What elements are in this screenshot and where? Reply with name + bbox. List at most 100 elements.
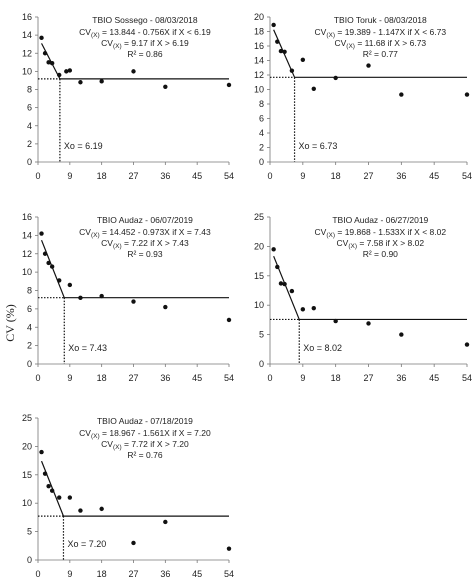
x-tick-label: 9: [67, 373, 72, 383]
data-point: [366, 321, 371, 326]
y-tick-label: 0: [27, 157, 32, 167]
data-point: [46, 260, 51, 266]
x-tick-label: 0: [35, 569, 40, 579]
x-tick-label: 0: [267, 171, 272, 181]
x-tick-label: 45: [429, 171, 439, 181]
y-tick-label: 4: [27, 121, 32, 131]
y-tick-label: 0: [27, 359, 32, 369]
x-tick-label: 27: [363, 373, 373, 383]
y-tick-label: 2: [259, 143, 264, 153]
data-point: [464, 92, 470, 97]
data-point: [78, 80, 83, 85]
data-point: [366, 63, 371, 68]
x-tick-label: 9: [67, 569, 72, 579]
r-squared-label: R² = 0.93: [127, 249, 162, 259]
x-tick-label: 54: [462, 373, 472, 383]
x-tick-label: 0: [35, 373, 40, 383]
data-point: [282, 49, 287, 54]
y-tick-label: 5: [27, 527, 32, 537]
x-tick-label: 45: [192, 171, 202, 181]
data-point: [399, 92, 404, 97]
data-point: [46, 483, 51, 489]
data-point: [163, 519, 168, 525]
data-point: [78, 508, 83, 513]
data-point: [39, 449, 44, 455]
data-point: [99, 293, 104, 299]
data-point: [39, 35, 44, 41]
data-point: [49, 61, 55, 66]
data-point: [300, 307, 306, 312]
y-tick-label: 10: [22, 267, 32, 277]
x-tick-label: 45: [192, 373, 202, 383]
data-point: [275, 264, 280, 270]
x-tick-label: 9: [67, 171, 72, 181]
data-point: [226, 546, 232, 551]
x-tick-label: 36: [396, 171, 406, 181]
y-tick-label: 25: [22, 413, 32, 423]
y-tick-label: 25: [254, 212, 264, 222]
data-point: [399, 332, 404, 337]
y-tick-label: 10: [22, 498, 32, 508]
data-point: [99, 79, 104, 84]
y-tick-label: 20: [254, 241, 264, 251]
equation-line-2: CV(X) = 7.72 if X > 7.20: [101, 439, 189, 451]
data-point: [275, 39, 280, 44]
data-point: [271, 22, 276, 28]
data-point: [78, 295, 83, 301]
y-tick-label: 8: [259, 99, 264, 109]
x-tick-label: 27: [128, 569, 138, 579]
chart-title: TBIO Audaz - 06/07/2019: [97, 215, 193, 225]
x-tick-label: 54: [224, 569, 234, 579]
y-tick-label: 15: [22, 470, 32, 480]
equation-line-1: CV(X) = 19.868 - 1.533X if X < 8.02: [315, 227, 447, 239]
chart-panel-5: 0 5 10 15 20 25 0 9 18 27 36 45 54 TBIO Audaz - 07/18…: [22, 413, 234, 579]
y-tick-label: 2: [27, 139, 32, 149]
y-tick-label: 15: [254, 271, 264, 281]
y-tick-label: 8: [27, 286, 32, 296]
y-tick-label: 14: [22, 230, 32, 240]
y-tick-label: 4: [27, 322, 32, 332]
data-point: [131, 540, 136, 546]
data-point: [67, 495, 73, 500]
data-point: [271, 247, 276, 252]
y-tick-label: 10: [254, 300, 264, 310]
y-tick-label: 16: [22, 12, 32, 22]
y-axis-label: CV (%): [3, 304, 17, 341]
y-tick-label: 18: [254, 27, 264, 37]
xo-label: Xo = 6.19: [64, 141, 103, 151]
y-tick-label: 6: [27, 304, 32, 314]
data-point: [163, 304, 168, 310]
x-tick-label: 36: [396, 373, 406, 383]
y-tick-label: 6: [259, 114, 264, 124]
regression-slope-line: [40, 239, 65, 298]
y-tick-label: 8: [27, 85, 32, 95]
equation-line-1: CV(X) = 13.844 - 0.756X if X < 6.19: [79, 27, 211, 39]
x-tick-label: 45: [429, 373, 439, 383]
x-tick-label: 9: [300, 373, 305, 383]
data-point: [99, 506, 104, 512]
data-point: [333, 75, 338, 81]
y-tick-label: 0: [259, 359, 264, 369]
data-point: [46, 60, 51, 65]
x-tick-label: 18: [331, 171, 341, 181]
y-tick-label: 4: [259, 128, 264, 138]
x-tick-label: 18: [97, 171, 107, 181]
equation-line-2: CV(X) = 7.58 if X > 8.02: [337, 238, 425, 250]
y-tick-label: 14: [22, 30, 32, 40]
xo-label: Xo = 8.02: [303, 343, 342, 353]
equation-line-2: CV(X) = 9.17 if X > 6.19: [101, 38, 189, 50]
data-point: [67, 282, 73, 288]
data-point: [464, 342, 470, 347]
y-tick-label: 10: [22, 66, 32, 76]
y-tick-label: 6: [27, 103, 32, 113]
data-point: [42, 471, 48, 476]
y-tick-label: 16: [254, 41, 264, 51]
data-point: [333, 318, 338, 324]
x-tick-label: 0: [35, 171, 40, 181]
y-tick-label: 14: [254, 56, 264, 66]
x-tick-label: 54: [462, 171, 472, 181]
data-point: [289, 288, 295, 294]
chart-title: TBIO Audaz - 06/27/2019: [332, 215, 428, 225]
x-tick-label: 27: [128, 171, 138, 181]
